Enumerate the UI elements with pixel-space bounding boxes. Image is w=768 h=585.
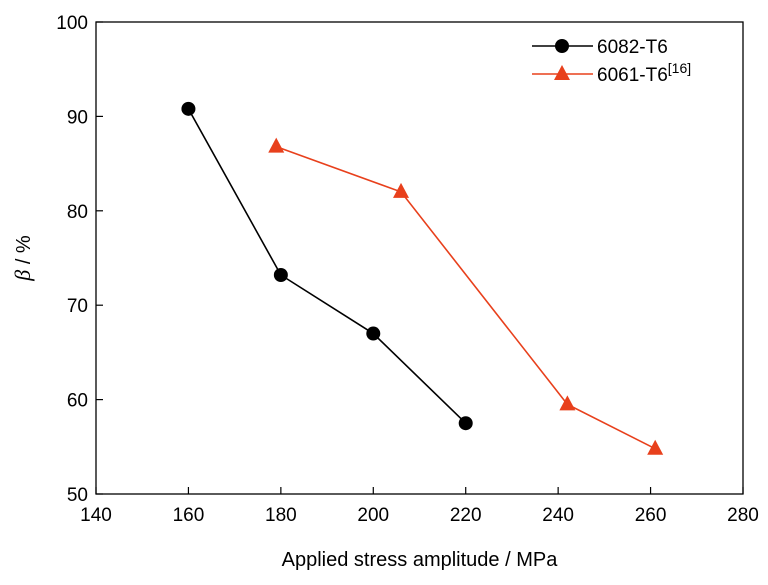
series-layer bbox=[181, 101, 664, 455]
y-tick-label: 60 bbox=[67, 391, 88, 412]
data-point bbox=[458, 416, 473, 431]
y-tick-label: 100 bbox=[56, 13, 88, 34]
x-tick-label: 240 bbox=[542, 505, 574, 526]
y-axis-label: β / % bbox=[10, 235, 35, 282]
y-axis-symbol: β bbox=[10, 270, 35, 282]
legend-label-text: 6061-T6 bbox=[597, 65, 668, 86]
plot-frame bbox=[95, 21, 744, 495]
x-tick-label: 200 bbox=[357, 505, 389, 526]
data-point bbox=[181, 101, 196, 116]
series-line bbox=[275, 145, 656, 450]
x-tick-label: 260 bbox=[635, 505, 667, 526]
legend-marker bbox=[555, 39, 569, 53]
legend-label-superscript: [16] bbox=[668, 60, 691, 76]
y-tick-label: 70 bbox=[67, 296, 88, 317]
series-line bbox=[187, 108, 467, 424]
x-tick-label: 220 bbox=[450, 505, 482, 526]
series-0 bbox=[181, 101, 473, 431]
data-point bbox=[273, 267, 288, 282]
x-tick-label: 180 bbox=[265, 505, 297, 526]
data-point bbox=[268, 137, 285, 153]
y-tick-label: 90 bbox=[67, 107, 88, 128]
legend-item-1: 6061-T6[16] bbox=[532, 60, 691, 86]
series-1 bbox=[268, 137, 664, 455]
data-point bbox=[559, 395, 576, 411]
data-point bbox=[393, 182, 410, 198]
legend-label: 6082-T6 bbox=[597, 37, 668, 58]
legend-label: 6061-T6[16] bbox=[597, 60, 691, 86]
y-axis-unit: / % bbox=[13, 235, 35, 270]
data-point bbox=[647, 439, 664, 455]
legend-item-0: 6082-T6 bbox=[532, 37, 668, 58]
x-tick-label: 140 bbox=[80, 505, 112, 526]
legend-label-text: 6082-T6 bbox=[597, 37, 668, 58]
y-tick-label: 80 bbox=[67, 202, 88, 223]
y-tick-label: 50 bbox=[67, 485, 88, 506]
x-tick-label: 280 bbox=[727, 505, 759, 526]
x-tick-label: 160 bbox=[173, 505, 205, 526]
data-point bbox=[366, 326, 381, 341]
ticks: 140 160 180 200 220 240 260 280 50 60 70 80 90 100 bbox=[56, 13, 759, 526]
legend-marker bbox=[554, 65, 570, 80]
x-axis-label: Applied stress amplitude / MPa bbox=[282, 549, 559, 571]
